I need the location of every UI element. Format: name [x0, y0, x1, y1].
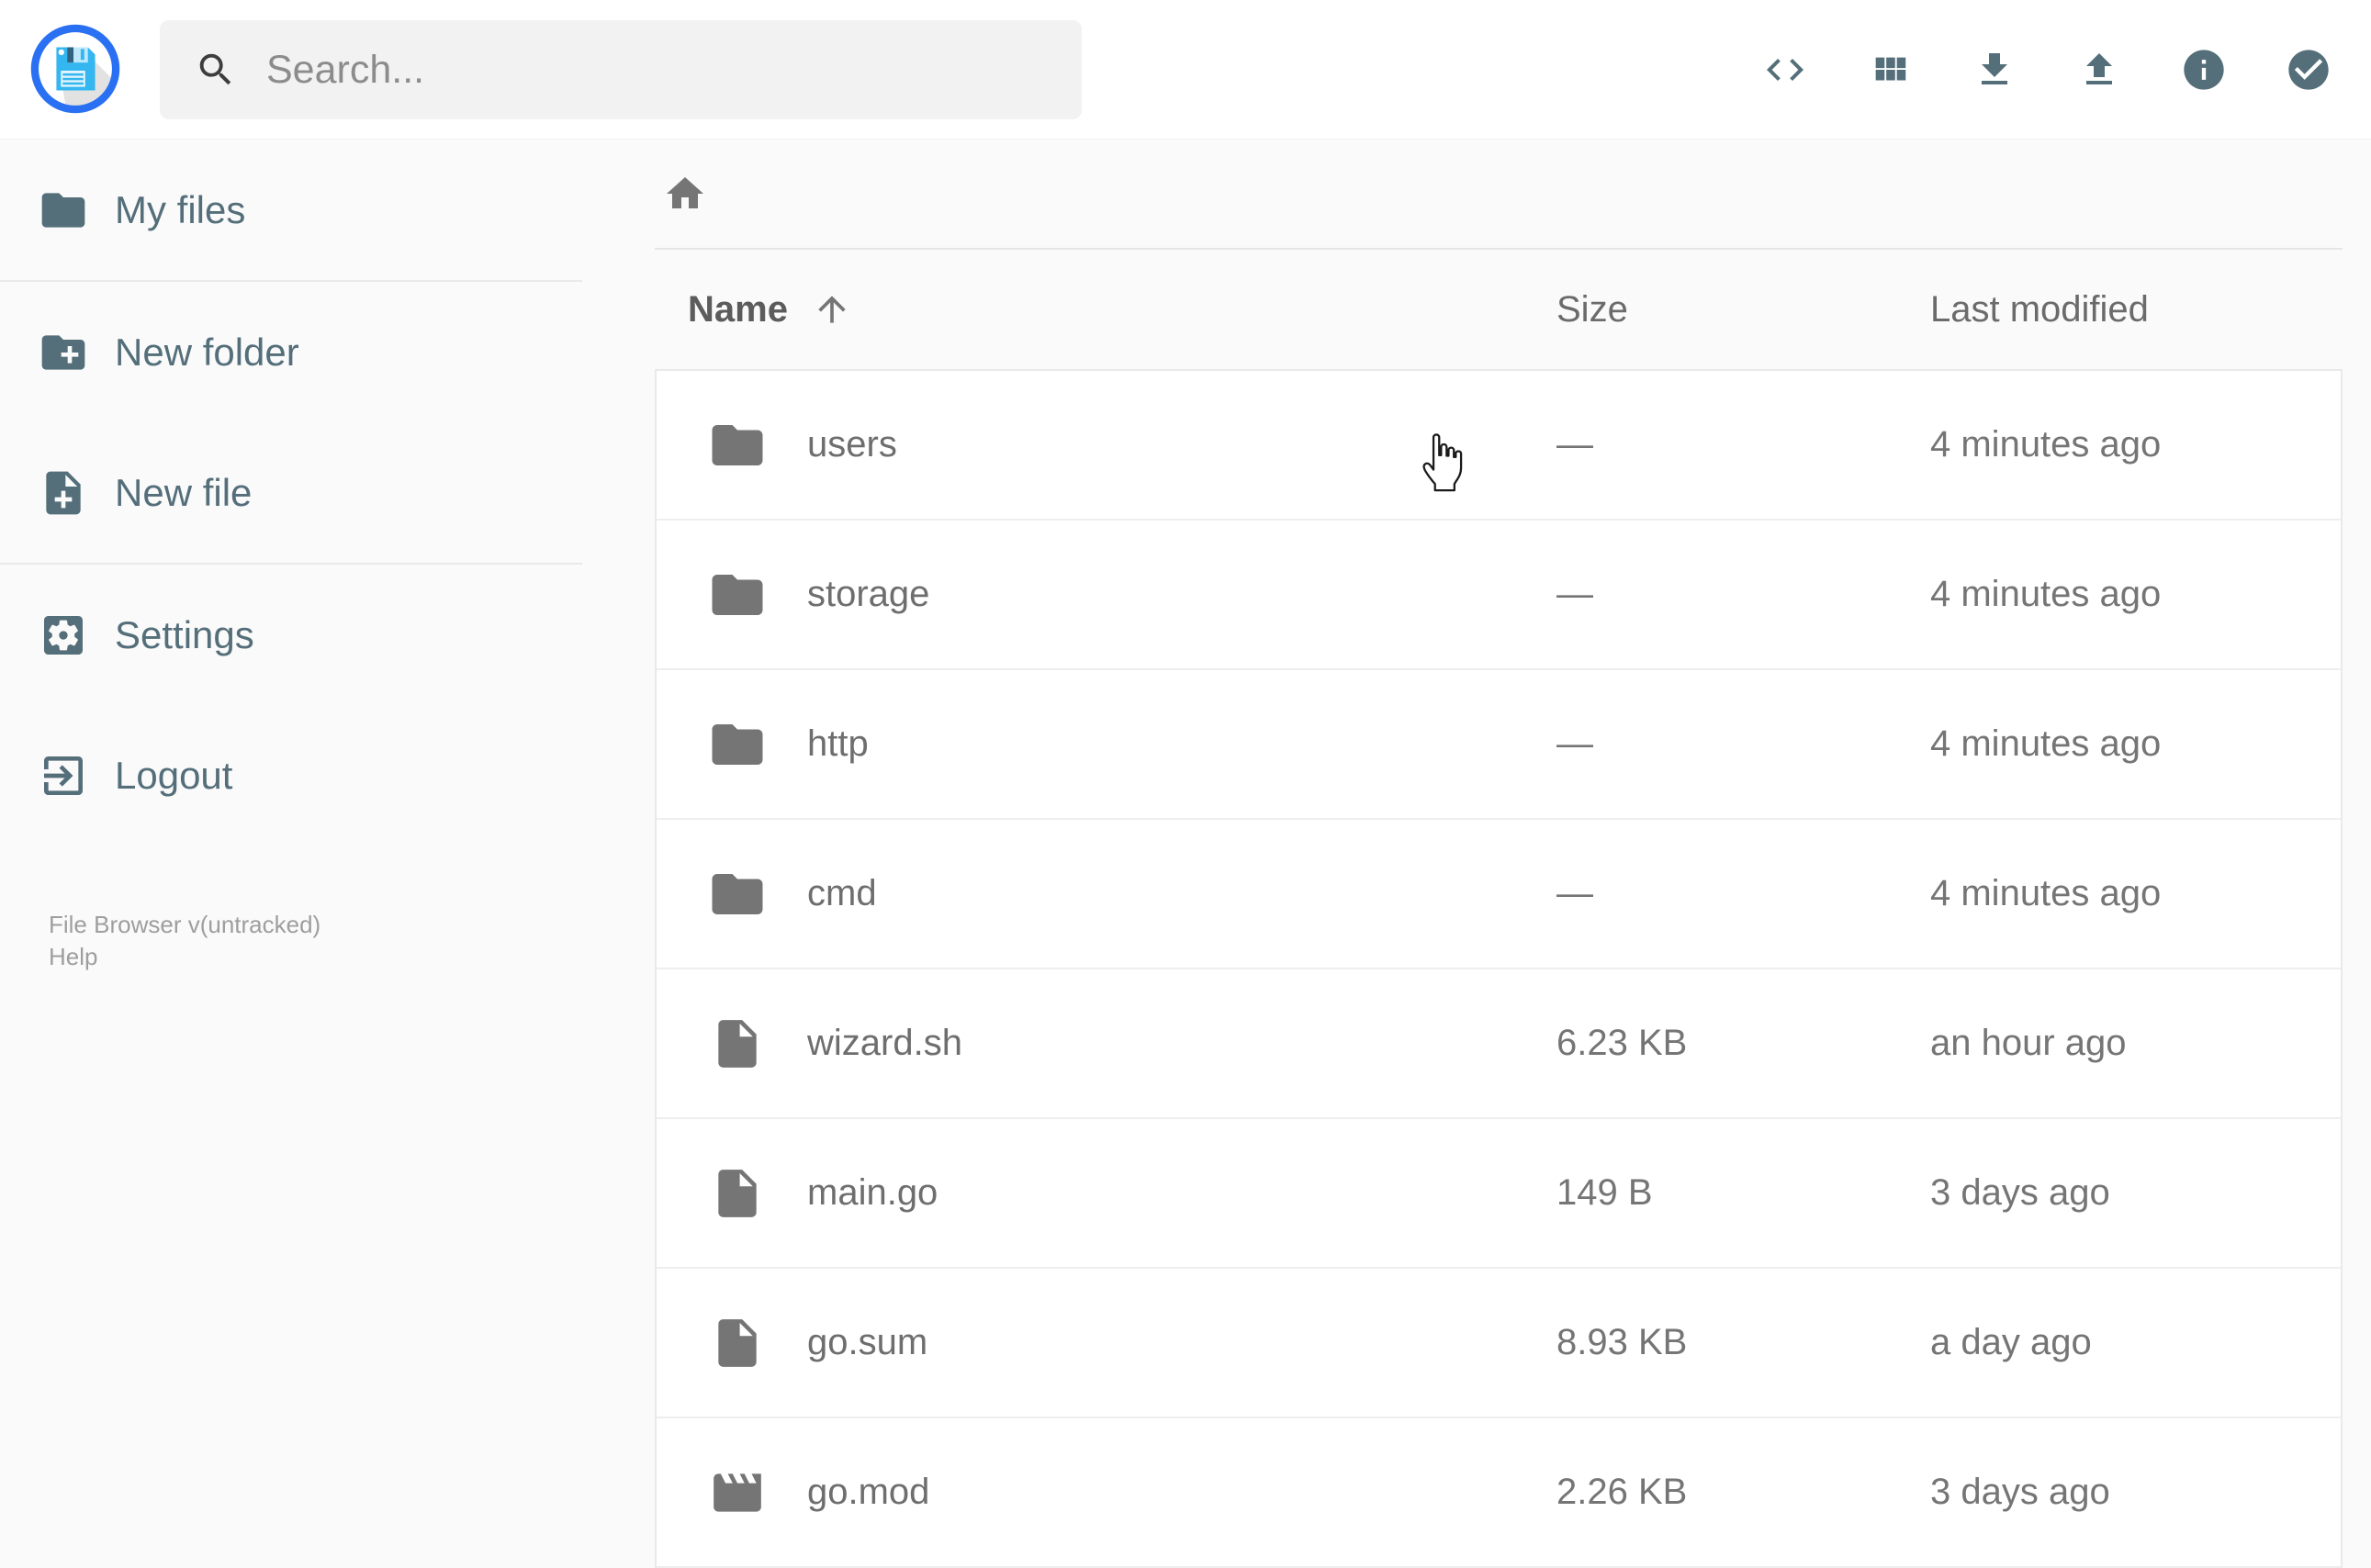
shell-button[interactable]	[1761, 46, 1809, 94]
file-name: main.go	[807, 1172, 938, 1214]
file-icon	[707, 1313, 768, 1373]
file-modified: 3 days ago	[1930, 1472, 2341, 1513]
switch-view-button[interactable]	[1866, 46, 1914, 94]
home-icon	[663, 172, 707, 216]
file-name: wizard.sh	[807, 1023, 962, 1064]
table-row-go.sum[interactable]: go.sum 8.93 KB a day ago	[657, 1269, 2341, 1418]
sidebar: My files New folder New file Settings Lo…	[0, 140, 582, 1524]
file-size: 6.23 KB	[1556, 1023, 1930, 1064]
grid-icon	[1869, 49, 1911, 91]
new-file-icon	[38, 467, 89, 519]
folder-icon	[707, 714, 768, 775]
file-size: —	[1556, 873, 1930, 914]
search-bar[interactable]	[160, 20, 1082, 119]
file-modified: 4 minutes ago	[1930, 424, 2341, 465]
sidebar-item-new-folder[interactable]: New folder	[0, 282, 582, 422]
file-icon	[707, 1014, 768, 1074]
breadcrumb	[655, 140, 2343, 250]
logout-icon	[38, 750, 89, 801]
sort-ascending-icon	[812, 289, 852, 330]
sidebar-item-label: Settings	[115, 613, 254, 657]
file-size: 149 B	[1556, 1172, 1930, 1214]
file-name: cmd	[807, 873, 877, 914]
upload-icon	[2077, 48, 2121, 92]
table-row-wizard.sh[interactable]: wizard.sh 6.23 KB an hour ago	[657, 969, 2341, 1119]
column-header-size[interactable]: Size	[1556, 289, 1930, 330]
sidebar-footer: File Browser v(untracked) Help	[49, 909, 320, 973]
file-size: —	[1556, 574, 1930, 615]
topbar-actions	[1761, 0, 2332, 140]
file-icon	[707, 1163, 768, 1224]
home-button[interactable]	[661, 170, 709, 218]
sidebar-item-my-files[interactable]: My files	[0, 140, 582, 280]
folder-icon	[707, 415, 768, 476]
download-icon	[1972, 48, 2017, 92]
sidebar-item-new-file[interactable]: New file	[0, 422, 582, 563]
topbar	[0, 0, 2371, 140]
file-modified: 4 minutes ago	[1930, 873, 2341, 914]
sidebar-item-label: New file	[115, 471, 252, 515]
new-folder-icon	[38, 327, 89, 378]
file-size: —	[1556, 723, 1930, 765]
settings-icon	[38, 610, 89, 661]
table-row-main.go[interactable]: main.go 149 B 3 days ago	[657, 1119, 2341, 1269]
file-modified: a day ago	[1930, 1322, 2341, 1363]
search-input[interactable]	[266, 48, 1082, 93]
file-listing-area: Name Size Last modified users — 4 minute…	[655, 140, 2343, 1568]
select-multiple-button[interactable]	[2285, 46, 2332, 94]
file-name: go.sum	[807, 1322, 927, 1363]
table-row-storage[interactable]: storage — 4 minutes ago	[657, 521, 2341, 670]
folder-icon	[38, 185, 89, 236]
file-size: 2.26 KB	[1556, 1472, 1930, 1513]
file-modified: 3 days ago	[1930, 1172, 2341, 1214]
sidebar-item-label: Logout	[115, 754, 232, 798]
file-modified: 4 minutes ago	[1930, 723, 2341, 765]
movie-icon	[707, 1462, 768, 1523]
file-list: users — 4 minutes ago storage — 4 minute…	[655, 369, 2343, 1568]
sidebar-item-label: My files	[115, 188, 245, 232]
sidebar-item-settings[interactable]: Settings	[0, 565, 582, 705]
info-icon	[2180, 46, 2228, 94]
listing-header: Name Size Last modified	[655, 250, 2343, 369]
download-button[interactable]	[1971, 46, 2018, 94]
table-row-users[interactable]: users — 4 minutes ago	[657, 371, 2341, 521]
sidebar-item-logout[interactable]: Logout	[0, 705, 582, 846]
help-link[interactable]: Help	[49, 941, 320, 973]
file-name: users	[807, 424, 897, 465]
search-icon	[195, 49, 237, 91]
upload-button[interactable]	[2075, 46, 2123, 94]
filebrowser-logo-icon[interactable]	[30, 24, 120, 114]
version-link[interactable]: File Browser v(untracked)	[49, 909, 320, 941]
file-name: http	[807, 723, 869, 765]
column-header-modified[interactable]: Last modified	[1930, 289, 2343, 330]
folder-icon	[707, 864, 768, 924]
check-circle-icon	[2285, 46, 2332, 94]
code-icon	[1763, 48, 1807, 92]
sidebar-item-label: New folder	[115, 330, 299, 375]
table-row-go.mod[interactable]: go.mod 2.26 KB 3 days ago	[657, 1418, 2341, 1568]
table-row-cmd[interactable]: cmd — 4 minutes ago	[657, 820, 2341, 969]
file-name: go.mod	[807, 1472, 929, 1513]
file-size: —	[1556, 424, 1930, 465]
folder-icon	[707, 565, 768, 625]
file-modified: an hour ago	[1930, 1023, 2341, 1064]
column-header-name[interactable]: Name	[655, 289, 1556, 330]
file-name: storage	[807, 574, 929, 615]
file-modified: 4 minutes ago	[1930, 574, 2341, 615]
file-size: 8.93 KB	[1556, 1322, 1930, 1363]
info-button[interactable]	[2180, 46, 2228, 94]
table-row-http[interactable]: http — 4 minutes ago	[657, 670, 2341, 820]
